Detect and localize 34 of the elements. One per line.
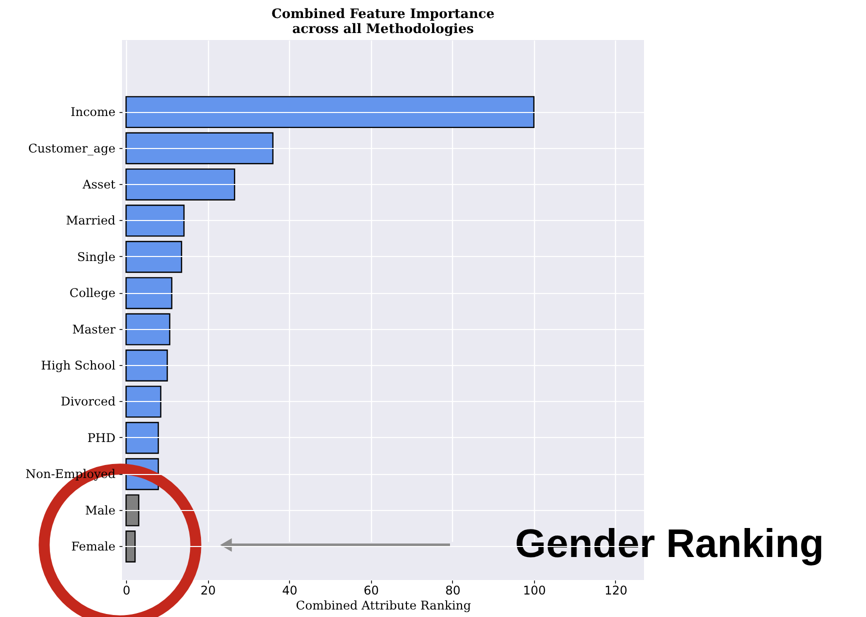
bar: [125, 204, 185, 237]
y-tick-label: Divorced: [60, 394, 116, 409]
bar: [125, 277, 172, 310]
y-tick-label: College: [70, 286, 116, 300]
y-tick-label: Income: [70, 105, 116, 120]
x-tick-label: 60: [364, 584, 379, 598]
x-tick-label: 0: [122, 584, 130, 598]
y-tick-label: PHD: [87, 430, 116, 445]
x-tick-label: 120: [604, 584, 628, 598]
bar: [125, 350, 168, 382]
annotation: Gender Ranking: [515, 522, 824, 566]
x-axis-title: Combined Attribute Ranking: [296, 598, 472, 612]
bar: [125, 422, 159, 454]
x-tick-label: 80: [445, 584, 460, 598]
y-tick-label: Male: [85, 503, 116, 518]
bar: [125, 494, 140, 526]
bar: [125, 168, 236, 200]
y-tick-label: Customer_age: [28, 141, 116, 156]
y-tick-label: Female: [71, 540, 116, 554]
bar: [125, 132, 274, 164]
y-tick-label: Master: [72, 322, 116, 336]
x-tick-label: 20: [200, 584, 216, 598]
chart-title: Combined Feature Importance across all Methodologies: [272, 7, 494, 37]
bar: [125, 530, 136, 562]
y-tick-label: Single: [77, 250, 116, 264]
x-tick-label: 100: [522, 584, 546, 598]
y-tick-label: High School: [41, 358, 116, 372]
bar: [125, 240, 182, 273]
y-tick-label: Asset: [82, 177, 116, 192]
y-tick-label: Married: [66, 214, 116, 228]
bar: [125, 96, 534, 128]
bar: [125, 386, 162, 418]
bar: [125, 313, 170, 346]
x-tick-label: 40: [282, 584, 298, 598]
